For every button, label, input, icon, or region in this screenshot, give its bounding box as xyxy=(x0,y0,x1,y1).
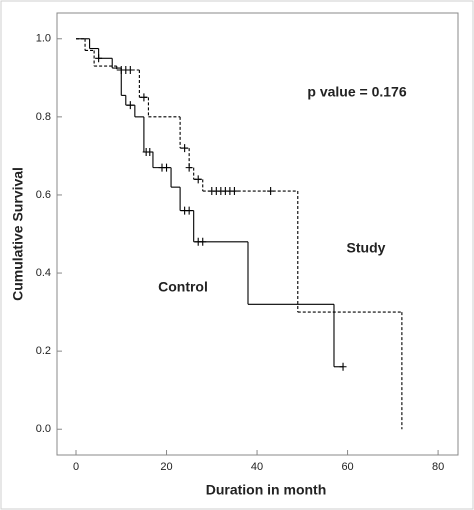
censor-mark xyxy=(181,144,189,153)
censor-mark xyxy=(267,187,275,196)
censor-mark xyxy=(163,163,171,172)
x-tick-label: 80 xyxy=(432,461,444,473)
censor-mark xyxy=(126,101,134,110)
plot-frame xyxy=(56,12,459,456)
study-label: Study xyxy=(347,240,386,256)
censor-mark xyxy=(199,237,207,246)
x-tick-label: 40 xyxy=(251,461,263,473)
censor-mark xyxy=(194,175,202,184)
x-tick-label: 0 xyxy=(73,461,79,473)
p-value: p value = 0.176 xyxy=(307,84,406,100)
x-tick-label: 20 xyxy=(160,461,172,473)
x-tick-label: 60 xyxy=(341,461,353,473)
censor-mark xyxy=(126,66,134,75)
censor-mark xyxy=(230,187,238,196)
censor-mark xyxy=(146,148,154,157)
y-tick-label: 1.0 xyxy=(36,33,51,45)
x-axis-title: Duration in month xyxy=(206,482,327,498)
censor-mark xyxy=(185,163,193,172)
y-tick-label: 0.6 xyxy=(36,189,51,201)
y-tick-label: 0.0 xyxy=(36,423,51,435)
censor-mark xyxy=(140,93,148,102)
censor-mark xyxy=(339,362,347,371)
y-axis-title: Cumulative Survival xyxy=(10,167,26,301)
censor-mark xyxy=(185,206,193,215)
control-label: Control xyxy=(158,279,208,295)
censor-mark xyxy=(95,54,103,63)
y-tick-label: 0.2 xyxy=(36,345,51,357)
y-tick-label: 0.4 xyxy=(36,267,51,279)
y-tick-label: 0.8 xyxy=(36,111,51,123)
